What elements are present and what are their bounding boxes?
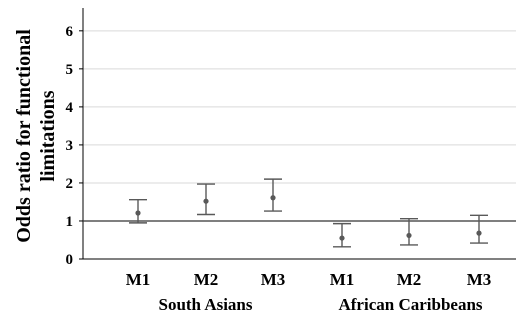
y-tick-label: 5 — [66, 62, 74, 78]
error-bar — [197, 183, 215, 216]
category-label: M1 — [126, 270, 151, 289]
y-tick-label: 3 — [66, 138, 74, 154]
error-bar — [264, 178, 282, 212]
category-label: M3 — [467, 270, 492, 289]
category-label: M2 — [397, 270, 422, 289]
y-tick-label: 2 — [66, 176, 74, 192]
point-estimate — [135, 210, 141, 216]
error-bar — [333, 222, 351, 248]
point-estimate — [476, 230, 482, 236]
category-label: M3 — [261, 270, 286, 289]
category-label: M1 — [330, 270, 355, 289]
category-label: M2 — [194, 270, 219, 289]
y-tick-label: 1 — [66, 214, 74, 230]
y-axis-title-line: limitations — [37, 90, 59, 181]
point-estimate — [203, 198, 209, 204]
group-label: African Caribbeans — [338, 295, 482, 314]
point-estimate — [406, 232, 412, 239]
y-axis-title: Odds ratio for functional limitations — [13, 29, 59, 243]
y-tick-label: 4 — [66, 100, 74, 116]
y-tick-labels: 0 1 2 3 4 5 6 — [66, 24, 83, 268]
error-bar — [470, 214, 488, 244]
error-bar-marks — [129, 178, 488, 248]
y-tick-label: 0 — [66, 252, 74, 268]
category-labels: M1 M2 M3 M1 M2 M3 — [126, 270, 492, 289]
group-label: South Asians — [158, 295, 252, 314]
error-bar — [129, 198, 147, 224]
error-bar — [400, 217, 418, 246]
point-estimate — [339, 235, 345, 241]
group-labels: South Asians African Caribbeans — [158, 295, 482, 314]
y-tick-label: 6 — [66, 24, 74, 40]
grid-lines — [83, 30, 516, 222]
y-axis-title-line: Odds ratio for functional — [13, 29, 35, 243]
point-estimate — [270, 195, 276, 201]
